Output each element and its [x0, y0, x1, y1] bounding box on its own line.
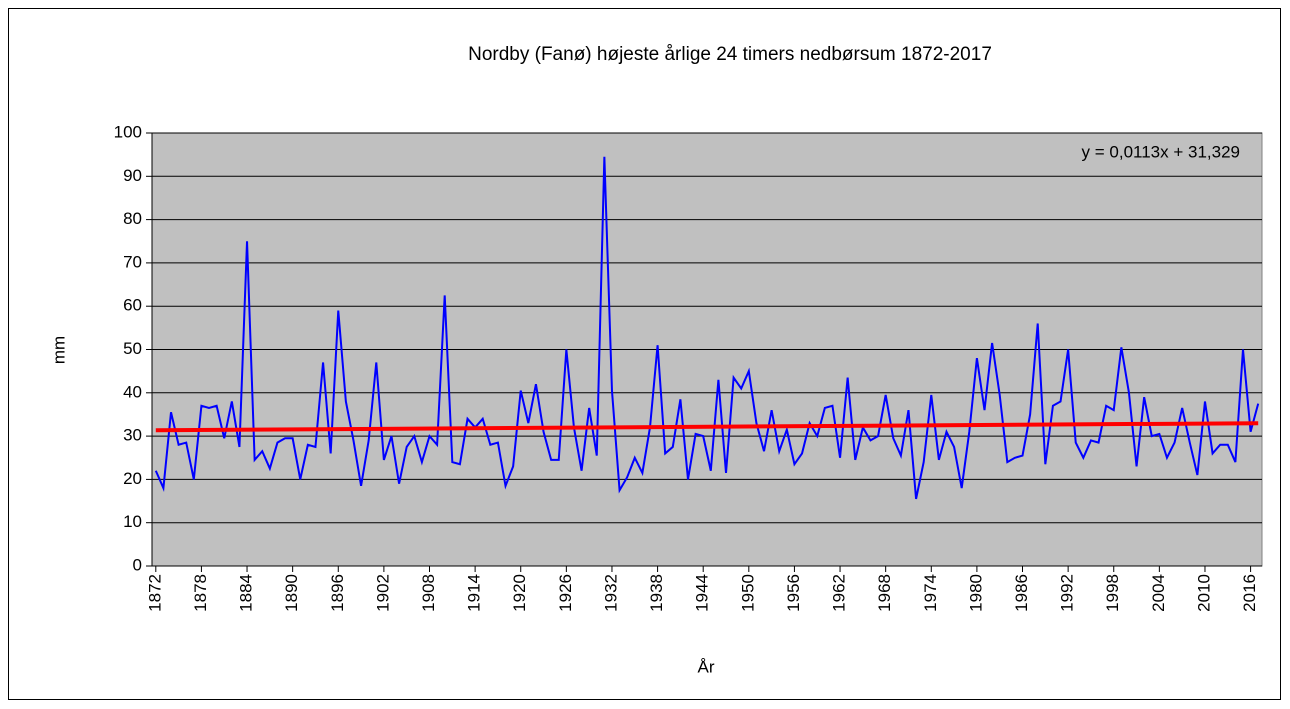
- x-tick-label: 2004: [1149, 574, 1168, 612]
- y-tick-label: 100: [114, 122, 142, 141]
- x-tick-label: 1992: [1058, 574, 1077, 612]
- y-tick-label: 70: [123, 252, 142, 271]
- y-tick-label: 40: [123, 382, 142, 401]
- x-tick-label: 1908: [419, 574, 438, 612]
- trend-line: [155, 421, 1259, 433]
- x-tick-label: 1998: [1103, 574, 1122, 612]
- x-tick-label: 1890: [282, 574, 301, 612]
- y-tick-label: 0: [133, 555, 142, 574]
- x-tick-label: 1980: [966, 574, 985, 612]
- y-tick-label: 10: [123, 512, 142, 531]
- x-tick-label: 1878: [191, 574, 210, 612]
- x-tick-label: 1914: [465, 574, 484, 612]
- x-tick-label: 1956: [784, 574, 803, 612]
- trend-label: y = 0,0113x + 31,329: [1082, 142, 1240, 161]
- y-tick-label: 20: [123, 469, 142, 488]
- y-tick-label: 90: [123, 166, 142, 185]
- y-axis-label: mm: [49, 336, 68, 364]
- x-tick-label: 1920: [510, 574, 529, 612]
- x-tick-label: 1884: [237, 574, 256, 612]
- x-tick-label: 1932: [601, 574, 620, 612]
- x-tick-label: 1872: [145, 574, 164, 612]
- x-tick-label: 1962: [830, 574, 849, 612]
- y-tick-label: 30: [123, 426, 142, 445]
- x-tick-label: 1986: [1012, 574, 1031, 612]
- x-tick-label: 1938: [647, 574, 666, 612]
- x-tick-label: 1974: [921, 574, 940, 612]
- y-tick-label: 50: [123, 339, 142, 358]
- x-tick-label: 1926: [556, 574, 575, 612]
- x-tick-label: 1896: [328, 574, 347, 612]
- y-tick-label: 60: [123, 296, 142, 315]
- data-line: [154, 156, 1260, 500]
- x-tick-label: 1968: [875, 574, 894, 612]
- x-tick-label: 2016: [1240, 574, 1259, 612]
- y-tick-label: 80: [123, 209, 142, 228]
- x-axis-label: År: [698, 657, 715, 676]
- x-tick-label: 1902: [373, 574, 392, 612]
- x-tick-label: 1950: [738, 574, 757, 612]
- chart-title: Nordby (Fanø) højeste årlige 24 timers n…: [468, 44, 992, 65]
- x-tick-label: 1944: [693, 574, 712, 612]
- x-tick-label: 2010: [1194, 574, 1213, 612]
